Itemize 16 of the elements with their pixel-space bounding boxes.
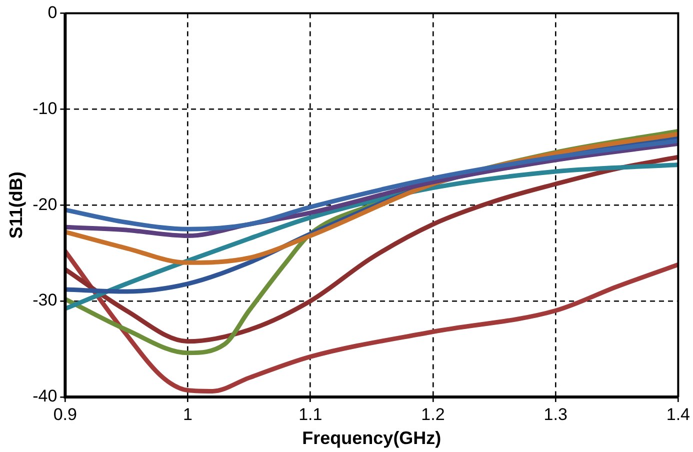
line-series <box>65 162 678 311</box>
y-tick-label: -30 <box>32 290 58 310</box>
x-tick-label: 0.9 <box>53 404 77 424</box>
line-series <box>65 154 678 344</box>
y-tick-label: -10 <box>32 98 58 118</box>
x-tick-label: 1.3 <box>544 404 568 424</box>
y-tick-label: 0 <box>48 2 58 22</box>
x-axis-title: Frequency(GHz) <box>302 428 442 448</box>
x-tick-label: 1.2 <box>421 404 445 424</box>
line-series <box>65 248 678 394</box>
x-tick-label: 1.1 <box>298 404 322 424</box>
x-tick-label: 1 <box>183 404 193 424</box>
y-axis-title: S11(dB) <box>6 172 26 239</box>
y-tick-label: -20 <box>32 194 58 214</box>
x-tick-label: 1.4 <box>666 404 690 424</box>
y-tick-label: -40 <box>32 386 58 406</box>
